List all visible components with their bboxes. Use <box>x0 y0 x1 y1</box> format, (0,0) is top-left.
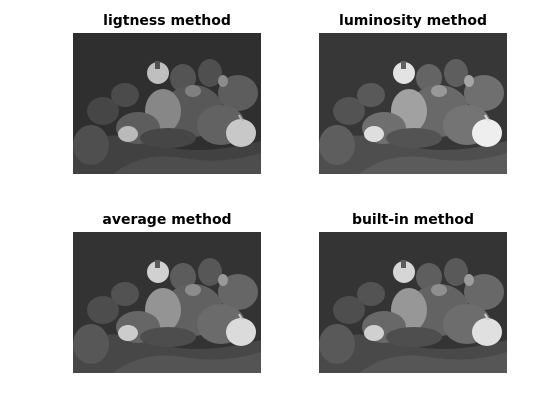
panel-title-average: average method <box>73 212 261 228</box>
image-region <box>431 85 447 97</box>
image-region <box>357 282 385 306</box>
panel-title-luminosity: luminosity method <box>319 13 507 29</box>
image-region <box>73 324 109 364</box>
image-region <box>185 284 201 296</box>
image-region <box>185 85 201 97</box>
image-region <box>155 260 160 268</box>
image-region <box>357 83 385 107</box>
image-region <box>319 324 355 364</box>
image-region <box>464 274 474 286</box>
image-region <box>431 284 447 296</box>
image-region <box>140 128 196 148</box>
image-region <box>226 119 256 147</box>
image-region <box>386 128 442 148</box>
image-region <box>111 282 139 306</box>
peppers-image-average <box>73 232 261 373</box>
image-region <box>226 318 256 346</box>
image-region <box>73 125 109 165</box>
image-region <box>472 119 502 147</box>
image-region <box>118 126 138 142</box>
panel-title-lightness: ligtness method <box>73 13 261 29</box>
image-region <box>111 83 139 107</box>
peppers-image-builtin <box>319 232 507 373</box>
panel-title-builtin: built-in method <box>319 212 507 228</box>
image-region <box>472 318 502 346</box>
image-region <box>464 75 474 87</box>
image-region <box>319 125 355 165</box>
image-region <box>118 325 138 341</box>
image-region <box>218 274 228 286</box>
image-region <box>401 61 406 69</box>
image-region <box>401 260 406 268</box>
image-region <box>218 75 228 87</box>
image-region <box>140 327 196 347</box>
peppers-image-luminosity <box>319 33 507 174</box>
image-region <box>155 61 160 69</box>
peppers-image-lightness <box>73 33 261 174</box>
image-region <box>364 325 384 341</box>
image-region <box>364 126 384 142</box>
image-region <box>386 327 442 347</box>
